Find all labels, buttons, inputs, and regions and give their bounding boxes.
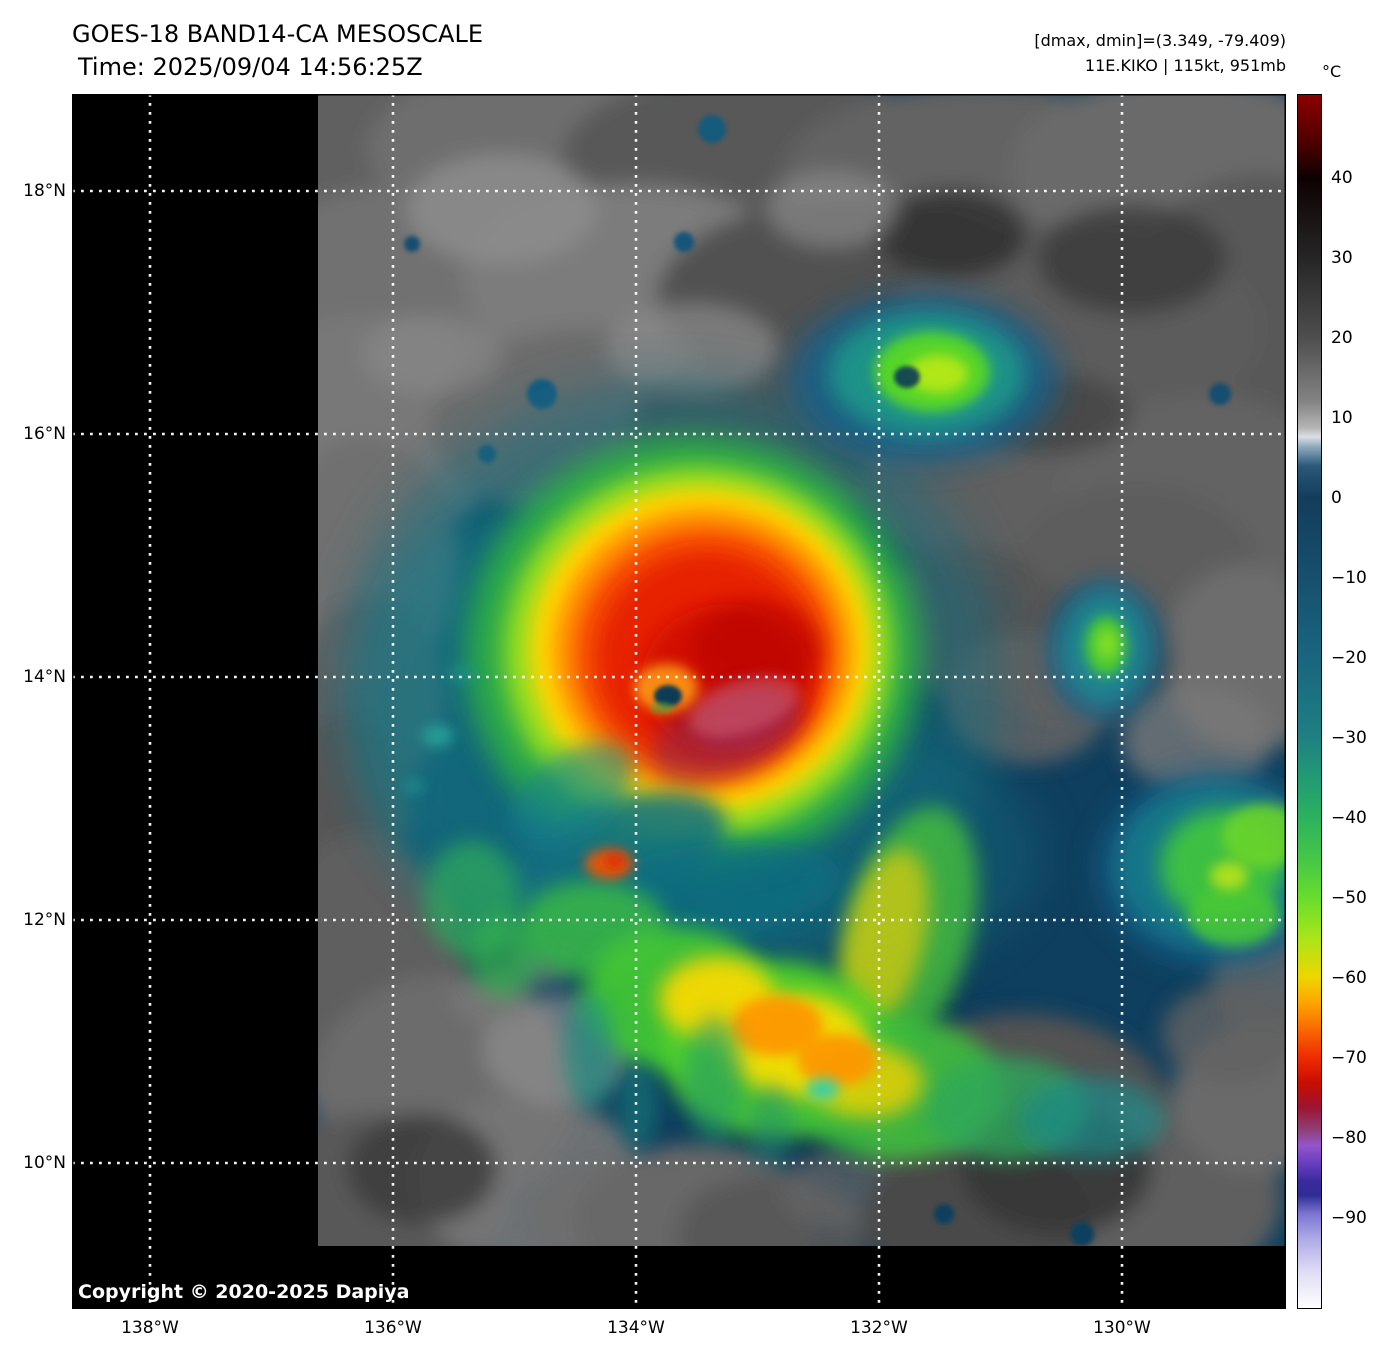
colorbar-tick-label: −40 (1331, 808, 1367, 828)
colorbar-tick-label: 30 (1331, 248, 1353, 268)
timestamp: Time: 2025/09/04 14:56:25Z (78, 53, 423, 81)
rainband-tail (403, 665, 1164, 1164)
lat-tick-label: 18°N (23, 181, 66, 201)
colorbar-tick-label: −10 (1331, 568, 1367, 588)
convective-cells (789, 294, 1285, 967)
data-region (318, 95, 1285, 1246)
colorbar-tick-label: −80 (1331, 1128, 1367, 1148)
lon-tick-label: 130°W (1093, 1318, 1151, 1338)
colorbar-tick-label: −30 (1331, 728, 1367, 748)
copyright-watermark: Copyright © 2020-2025 Dapiya (78, 1281, 410, 1303)
lon-tick-label: 136°W (364, 1318, 422, 1338)
dmax-dmin-readout: [dmax, dmin]=(3.349, -79.409) (1034, 31, 1286, 50)
cloud-gaps (404, 115, 1231, 1246)
lat-tick-label: 14°N (23, 667, 66, 687)
colorbar-tick-label: −50 (1331, 888, 1367, 908)
colorbar-tick-label: −20 (1331, 648, 1367, 668)
lat-tick-label: 16°N (23, 424, 66, 444)
eye (654, 685, 682, 707)
lon-tick-label: 138°W (121, 1318, 179, 1338)
lat-tick-label: 12°N (23, 910, 66, 930)
lon-tick-label: 132°W (850, 1318, 908, 1338)
page-title: GOES-18 BAND14-CA MESOSCALE (72, 20, 483, 48)
satellite-image (72, 94, 1286, 1309)
lon-tick-label: 134°W (607, 1318, 665, 1338)
colorbar-tick-label: −70 (1331, 1048, 1367, 1068)
colorbar-tick-label: 10 (1331, 408, 1353, 428)
lat-tick-label: 10°N (23, 1153, 66, 1173)
colorbar-tick-label: −90 (1331, 1208, 1367, 1228)
colorbar (1297, 94, 1322, 1309)
colorbar-tick-label: 0 (1331, 488, 1342, 508)
colorbar-tick-label: 40 (1331, 168, 1353, 188)
storm-info: 11E.KIKO | 115kt, 951mb (1084, 56, 1286, 75)
colorbar-tick-label: −60 (1331, 968, 1367, 988)
colorbar-unit-label: °C (1322, 62, 1342, 81)
map-border (72, 94, 1286, 1309)
colorbar-tick-label: 20 (1331, 328, 1353, 348)
